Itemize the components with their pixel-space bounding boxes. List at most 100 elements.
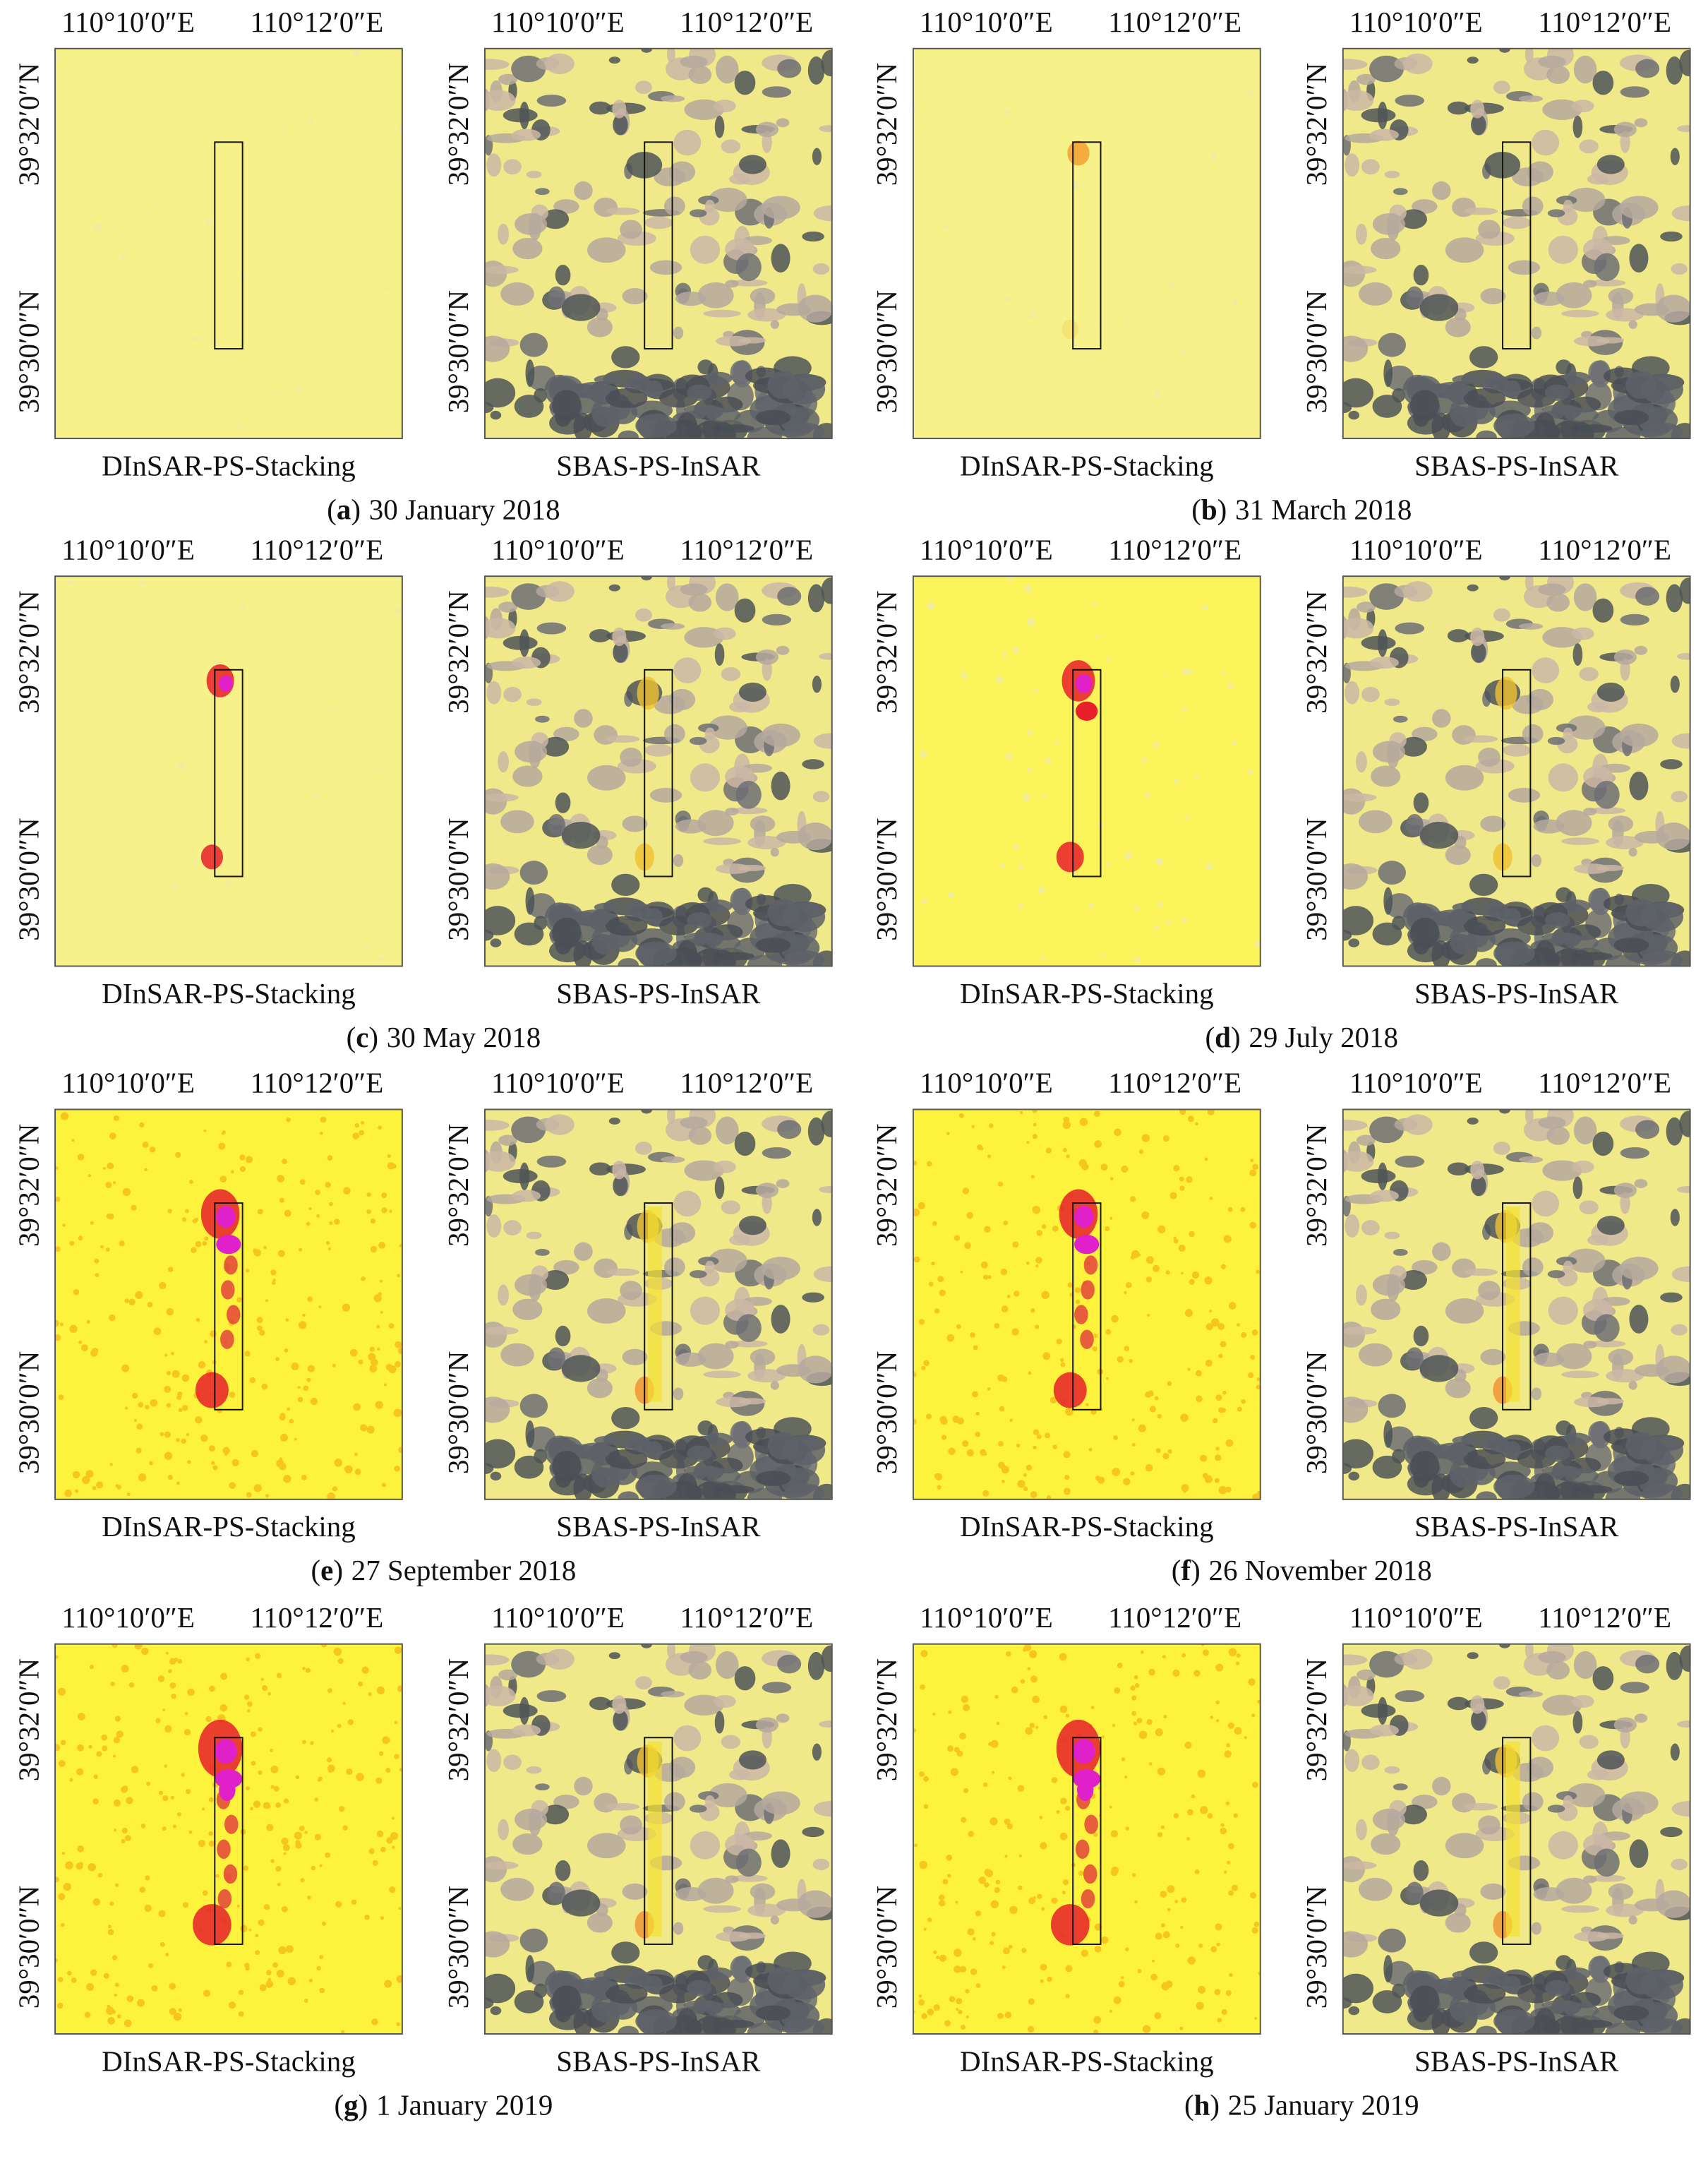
terrain-patch — [1679, 1645, 1690, 1672]
speckle — [927, 2009, 934, 2016]
terrain-patch — [1400, 736, 1427, 757]
terrain-patch — [1613, 2005, 1649, 2021]
speckle — [922, 132, 927, 137]
terrain-patch — [1532, 1725, 1560, 1752]
speckle — [923, 1360, 930, 1366]
speckle — [1188, 1115, 1194, 1123]
terrain-patch — [1478, 1281, 1500, 1300]
speckle — [364, 1914, 370, 1920]
speckle — [198, 1361, 206, 1369]
terrain-patch — [693, 419, 736, 439]
speckle — [954, 1949, 962, 1957]
study-area-box — [644, 669, 673, 878]
terrain-patch — [807, 1117, 825, 1146]
terrain-patch — [770, 1381, 779, 1390]
study-area-box — [1072, 669, 1102, 878]
terrain-patch — [1464, 735, 1498, 743]
terrain-patch — [1547, 1804, 1565, 1813]
speckle — [270, 1785, 275, 1789]
speckle — [1209, 1197, 1213, 1200]
speckle — [944, 2020, 951, 2027]
terrain-patch — [1589, 1340, 1626, 1348]
terrain-patch — [1561, 1905, 1599, 1913]
speckle — [1191, 1271, 1200, 1279]
speckle — [913, 1160, 918, 1166]
speckle — [295, 1842, 302, 1849]
speckle — [1244, 1735, 1248, 1740]
speckle — [162, 1708, 166, 1712]
speckle — [1130, 1685, 1136, 1691]
terrain-patch — [688, 593, 712, 612]
speckle — [176, 1812, 181, 1816]
terrain-patch — [680, 55, 708, 68]
terrain-patch — [503, 1754, 522, 1771]
terrain-patch — [589, 629, 611, 642]
terrain-patch — [1670, 1209, 1680, 1226]
speckle — [231, 1459, 239, 1466]
terrain-patch — [1480, 287, 1506, 305]
speckle — [1016, 1443, 1021, 1448]
terrain-patch — [717, 1485, 754, 1494]
speckle — [55, 53, 59, 61]
speckle — [918, 1202, 925, 1210]
terrain-patch — [1579, 1735, 1599, 1749]
speckle — [1217, 2018, 1222, 2023]
speckle — [169, 2008, 176, 2016]
hotspot — [1074, 1234, 1100, 1255]
terrain-patch — [611, 1941, 640, 1964]
speckle — [241, 273, 247, 279]
speckle — [1179, 1185, 1185, 1191]
terrain-patch — [1480, 1883, 1506, 1900]
speckle — [394, 1466, 400, 1472]
terrain-patch — [1551, 2015, 1594, 2035]
terrain-patch — [484, 1654, 510, 1665]
speckle — [343, 1187, 351, 1195]
speckle — [923, 1927, 927, 1931]
terrain-patch — [709, 1248, 747, 1273]
terrain-patch — [1493, 608, 1510, 622]
terrain-patch — [512, 128, 541, 141]
terrain-patch — [807, 56, 825, 85]
speckle — [984, 1226, 991, 1233]
speckle — [305, 867, 309, 871]
speckle — [1214, 1478, 1220, 1483]
speckle — [88, 1744, 92, 1749]
terrain-patch — [1606, 835, 1644, 849]
terrain-patch — [641, 48, 652, 53]
terrain-patch — [1671, 733, 1690, 749]
speckle — [962, 1440, 969, 1447]
map-frame — [912, 575, 1261, 967]
terrain-patch — [536, 1690, 567, 1702]
speckle — [305, 1668, 311, 1673]
speckle — [138, 1473, 147, 1482]
terrain-patch — [755, 938, 791, 953]
latitude-label: 39°32′0″N — [870, 63, 903, 186]
speckle — [1215, 1719, 1220, 1723]
speckle — [1204, 1157, 1208, 1161]
terrain-patch — [605, 1449, 648, 1469]
speckle — [361, 1276, 366, 1281]
speckle — [208, 1685, 215, 1692]
speckle — [990, 1900, 999, 1909]
speckle — [948, 1447, 956, 1455]
speckle — [86, 1319, 90, 1324]
speckle — [970, 1332, 975, 1338]
terrain-patch — [1499, 48, 1510, 53]
speckle — [109, 1462, 113, 1466]
speckle — [1008, 1776, 1012, 1780]
method-label: SBAS-PS-InSAR — [556, 1510, 761, 1543]
speckle — [1094, 1945, 1102, 1953]
hotspot-core — [1076, 674, 1093, 693]
speckle — [146, 1781, 151, 1786]
speckle — [325, 1182, 331, 1188]
terrain-patch — [490, 410, 502, 420]
map — [484, 48, 832, 439]
speckle — [1112, 1723, 1116, 1728]
speckle — [1041, 1907, 1045, 1911]
speckle — [1120, 1976, 1124, 1980]
speckle — [921, 899, 927, 904]
speckle — [1041, 1224, 1047, 1229]
speckle — [1137, 1969, 1142, 1974]
terrain-patch — [555, 1325, 571, 1347]
terrain-patch — [635, 1142, 652, 1155]
